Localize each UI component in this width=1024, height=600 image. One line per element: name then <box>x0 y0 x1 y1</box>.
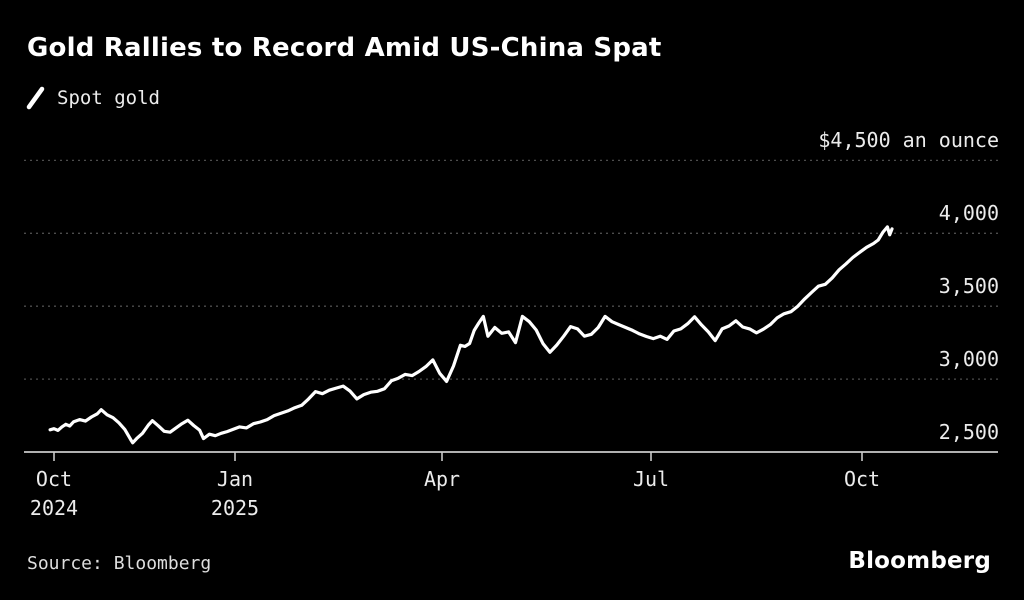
x-axis-label-Oct2024: Oct 2024 <box>30 467 78 521</box>
x-axis-year: 2024 <box>29 496 79 520</box>
series-group <box>48 225 894 445</box>
x-axis-label-Apr: Apr <box>424 467 460 492</box>
y-axis-label-3000: 3,000 <box>938 347 999 372</box>
x-axis-month: Oct <box>843 467 881 491</box>
legend: Spot gold <box>26 86 160 110</box>
gridlines-group <box>24 159 998 380</box>
x-axis-month: Oct <box>35 467 73 491</box>
x-axis-month: Jan <box>216 467 254 491</box>
x-axis-label-Jan2025: Jan 2025 <box>211 467 259 521</box>
y-axis-label-4000: 4,000 <box>938 201 999 226</box>
x-axis-month: Jul <box>632 467 670 491</box>
x-axis-year: 2025 <box>210 496 260 520</box>
legend-label: Spot gold <box>57 87 160 109</box>
spot-gold-price-line <box>48 225 894 445</box>
x-axis-month: Apr <box>423 467 461 491</box>
y-axis-label-2500: 2,500 <box>938 420 999 444</box>
spot-gold-legend-slash-icon <box>26 86 45 110</box>
x-axis-label-Jul: Jul <box>633 467 669 492</box>
chart-title: Gold Rallies to Record Amid US-China Spa… <box>27 33 662 63</box>
x-axis-group <box>24 451 998 461</box>
y-axis-label-3500: 3,500 <box>938 274 999 299</box>
y-axis-label-4500: $4,500 an ounce <box>818 128 999 153</box>
bloomberg-logo: Bloomberg <box>848 548 991 574</box>
source-note: Source: Bloomberg <box>27 553 212 574</box>
x-axis-label-Oct: Oct <box>844 467 880 492</box>
